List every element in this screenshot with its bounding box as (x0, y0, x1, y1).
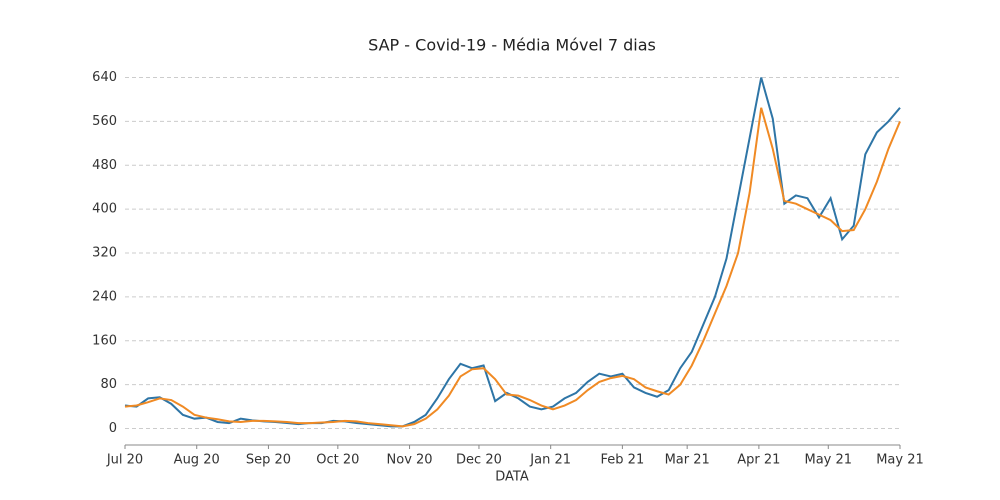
x-tick-label: Sep 20 (246, 453, 291, 468)
x-tick-label: Apr 21 (737, 453, 780, 468)
x-tick-label: Aug 20 (174, 453, 220, 468)
x-tick-label: Nov 20 (387, 453, 433, 468)
y-tick-label: 480 (92, 158, 117, 173)
x-tick-label: Mar 21 (665, 453, 710, 468)
series-line (124, 77, 901, 428)
x-tick-label: Feb 21 (601, 453, 645, 468)
y-tick-label: 0 (109, 421, 117, 436)
chart-title: SAP - Covid-19 - Média Móvel 7 dias (368, 36, 656, 55)
x-tick-label: May 21 (876, 453, 924, 468)
x-tick-label: Oct 20 (316, 453, 359, 468)
series-line (124, 107, 901, 428)
y-tick-label: 80 (100, 377, 117, 392)
y-tick-label: 640 (92, 70, 117, 85)
y-tick-label: 560 (92, 114, 117, 129)
x-tick-label: Jul 20 (106, 453, 143, 468)
y-tick-label: 240 (92, 289, 117, 304)
y-tick-label: 160 (92, 333, 117, 348)
x-axis-label: DATA (495, 470, 529, 485)
y-tick-label: 320 (92, 246, 117, 261)
y-tick-label: 400 (92, 202, 117, 217)
x-tick-label: May 21 (805, 453, 853, 468)
x-tick-label: Dec 20 (456, 453, 502, 468)
x-tick-label: Jan 21 (529, 453, 571, 468)
